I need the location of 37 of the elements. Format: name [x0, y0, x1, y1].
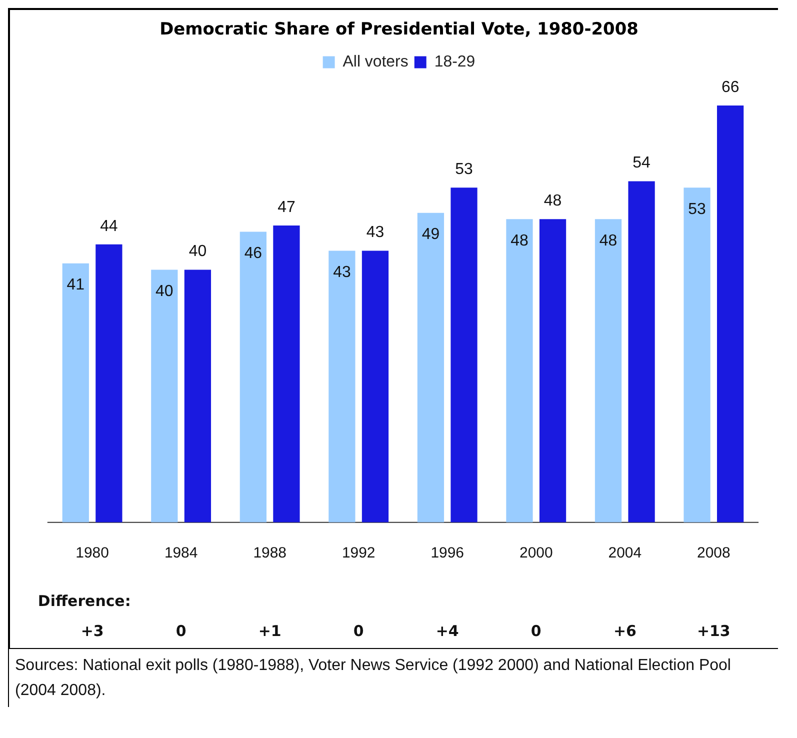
- source-note: Sources: National exit polls (1980-1988), Voter News Service (1992 2000) and National Election Pool (2004 2008).: [15, 656, 732, 701]
- x-tick-label: 2000: [520, 544, 553, 562]
- x-tick-label: 1996: [430, 544, 464, 562]
- data-label: 40: [156, 283, 174, 300]
- data-label: 66: [721, 78, 740, 96]
- text: Difference:: [38, 592, 131, 610]
- data-label: 48: [544, 192, 562, 210]
- text: +1: [258, 622, 282, 640]
- text: +3: [80, 622, 104, 640]
- data-label: 44: [100, 218, 118, 235]
- data-label: 48: [510, 232, 528, 250]
- legend-label: All voters: [342, 54, 408, 71]
- x-tick-label: 2008: [697, 544, 730, 562]
- data-label: 43: [366, 224, 384, 242]
- data-label: 40: [188, 243, 207, 260]
- data-label: 48: [599, 232, 618, 250]
- chart-title: Democratic Share of Presidential Vote, 1980-2008: [160, 18, 638, 39]
- data-label: 47: [278, 198, 296, 216]
- data-label: 46: [244, 245, 262, 262]
- text: 0: [353, 622, 364, 640]
- data-label: 53: [688, 200, 706, 218]
- x-tick-label: 1988: [253, 544, 286, 562]
- text: +4: [436, 622, 459, 640]
- text: 0: [176, 622, 186, 640]
- data-label: 43: [333, 264, 351, 282]
- data-label: 54: [632, 154, 651, 172]
- x-tick-label: 1980: [76, 544, 109, 562]
- x-tick-label: 1984: [164, 544, 198, 562]
- legend-label: 18-29: [434, 54, 476, 71]
- data-label: 53: [455, 161, 474, 178]
- x-tick-label: 2004: [608, 544, 642, 562]
- data-label: 49: [422, 226, 440, 244]
- data-label: 41: [66, 276, 85, 294]
- text: 0: [530, 622, 542, 640]
- text: +13: [697, 622, 730, 640]
- text: +6: [613, 622, 636, 640]
- x-tick-label: 1992: [342, 544, 376, 562]
